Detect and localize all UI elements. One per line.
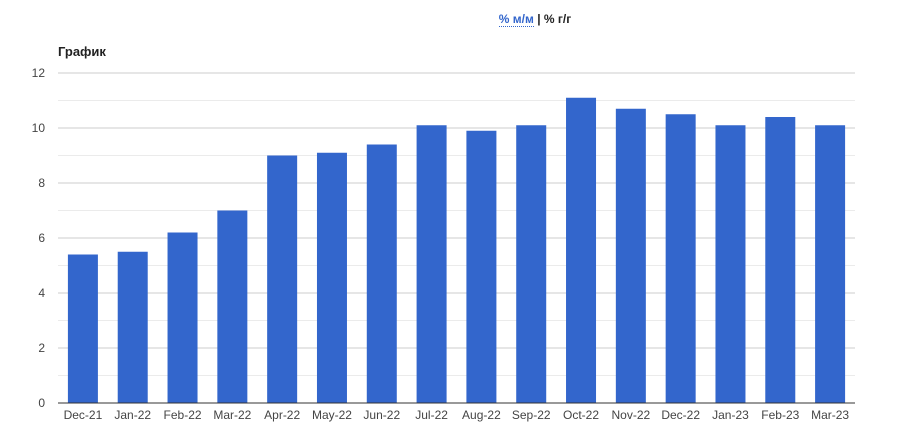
bar xyxy=(316,152,347,403)
bar xyxy=(715,125,746,403)
x-tick-label: Feb-23 xyxy=(761,408,799,422)
mom-percent-link[interactable]: % м/м xyxy=(498,12,534,27)
bar xyxy=(815,125,846,403)
x-tick-label: Sep-22 xyxy=(512,408,551,422)
y-tick-label: 8 xyxy=(38,176,45,190)
bar xyxy=(217,210,248,403)
x-tick-label: Oct-22 xyxy=(563,408,599,422)
x-tick-label: Apr-22 xyxy=(264,408,300,422)
x-tick-label: Feb-22 xyxy=(164,408,202,422)
y-tick-label: 6 xyxy=(38,231,45,245)
y-tick-label: 0 xyxy=(38,396,45,410)
x-tick-label: Mar-23 xyxy=(811,408,849,422)
x-tick-label: Nov-22 xyxy=(612,408,651,422)
y-tick-label: 4 xyxy=(38,286,45,300)
x-tick-label: Jan-22 xyxy=(114,408,151,422)
bar xyxy=(566,97,597,403)
bar xyxy=(516,125,547,403)
bar xyxy=(67,254,98,403)
bar xyxy=(665,114,696,403)
x-tick-label: Jul-22 xyxy=(415,408,448,422)
chart-title: График xyxy=(58,44,106,59)
bar xyxy=(416,125,447,403)
y-tick-label: 12 xyxy=(32,66,46,80)
bar xyxy=(267,155,298,403)
bar xyxy=(615,108,646,403)
x-tick-label: Jun-22 xyxy=(363,408,400,422)
y-tick-label: 10 xyxy=(32,121,46,135)
bar xyxy=(167,232,198,403)
bar xyxy=(765,117,796,403)
bar xyxy=(117,251,148,403)
toggle-separator: | xyxy=(537,12,541,26)
x-tick-label: Aug-22 xyxy=(462,408,501,422)
yoy-percent-link[interactable]: % г/г xyxy=(543,12,572,26)
x-tick-label: Dec-21 xyxy=(64,408,103,422)
x-tick-label: Jan-23 xyxy=(712,408,749,422)
bar xyxy=(366,144,397,403)
y-tick-label: 2 xyxy=(38,341,45,355)
x-tick-label: Dec-22 xyxy=(661,408,700,422)
chart-mode-toggle: % м/м | % г/г xyxy=(0,12,900,27)
x-tick-label: May-22 xyxy=(312,408,352,422)
bar xyxy=(466,130,497,403)
x-tick-label: Mar-22 xyxy=(213,408,251,422)
